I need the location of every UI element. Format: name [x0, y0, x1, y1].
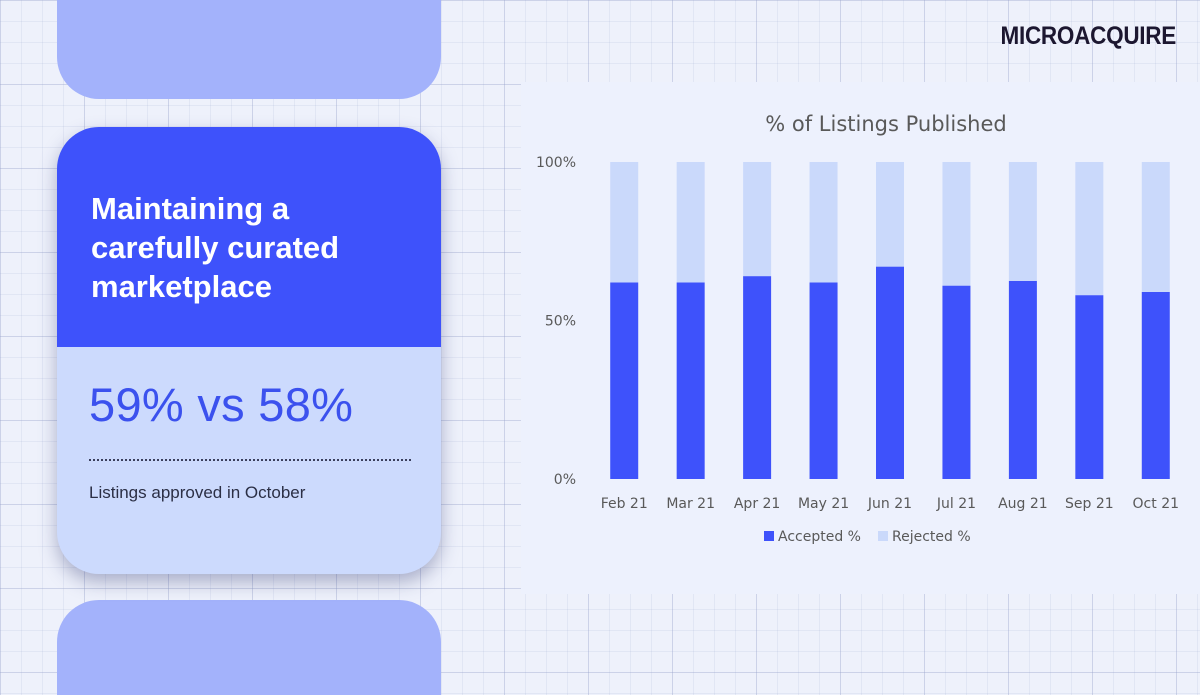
x-tick-label: Jul 21	[936, 496, 976, 512]
x-tick-label: Aug 21	[998, 496, 1048, 512]
y-tick-label: 0%	[554, 472, 576, 488]
legend-swatch-accepted	[764, 531, 774, 541]
x-tick-label: May 21	[798, 496, 849, 512]
bar-rejected-feb-21	[610, 162, 639, 283]
y-tick-label: 100%	[536, 155, 576, 171]
dotted-divider	[89, 459, 411, 461]
stat-card: Maintaining a carefully curated marketpl…	[57, 127, 441, 574]
decorative-pill-bottom	[57, 600, 441, 695]
bar-rejected-mar-21	[676, 162, 705, 283]
bar-rejected-sep-21	[1075, 162, 1104, 296]
bar-accepted-apr-21	[743, 276, 772, 479]
bar-rejected-apr-21	[743, 162, 772, 277]
stat-card-body: 59% vs 58% Listings approved in October	[57, 347, 441, 503]
stacked-bar-chart: % of Listings Published 0% 50% 100% Feb 21 Ma…	[536, 112, 1179, 545]
legend-label: Accepted %	[778, 529, 861, 545]
bar-rejected-may-21	[809, 162, 838, 283]
decorative-pill-top	[57, 0, 441, 99]
bar-accepted-jun-21	[876, 266, 904, 479]
legend-swatch-rejected	[878, 531, 888, 541]
x-tick-label: Oct 21	[1133, 496, 1179, 512]
bar-rejected-jul-21	[942, 162, 971, 286]
x-tick-label: Mar 21	[666, 496, 715, 512]
x-tick-label: Feb 21	[601, 496, 648, 512]
bar-accepted-feb-21	[610, 282, 639, 479]
big-stat-value: 59% vs 58%	[89, 378, 354, 431]
stat-card-title: Maintaining a carefully curated marketpl…	[91, 191, 340, 304]
x-tick-label: Jun 21	[867, 496, 912, 512]
chart-panel: % of Listings Published 0% 50% 100% Feb 21 Ma…	[521, 82, 1200, 594]
bar-accepted-oct-21	[1141, 291, 1170, 479]
chart-title: % of Listings Published	[765, 112, 1006, 136]
x-tick-label: Apr 21	[734, 496, 780, 512]
bar-rejected-aug-21	[1008, 162, 1037, 281]
x-tick-label: Sep 21	[1065, 496, 1114, 512]
stat-caption: Listings approved in October	[89, 483, 306, 502]
legend-label: Rejected %	[892, 529, 971, 545]
y-tick-label: 50%	[545, 314, 576, 330]
bar-accepted-may-21	[809, 282, 838, 479]
brand-logo: MICROACQUIRE	[1000, 22, 1176, 50]
stat-card-header: Maintaining a carefully curated marketpl…	[57, 127, 441, 347]
bar-accepted-aug-21	[1008, 280, 1037, 479]
bar-accepted-mar-21	[676, 282, 705, 479]
bar-accepted-jul-21	[942, 285, 971, 479]
bar-rejected-jun-21	[876, 162, 904, 267]
bar-rejected-oct-21	[1141, 162, 1170, 292]
bar-accepted-sep-21	[1075, 295, 1104, 479]
